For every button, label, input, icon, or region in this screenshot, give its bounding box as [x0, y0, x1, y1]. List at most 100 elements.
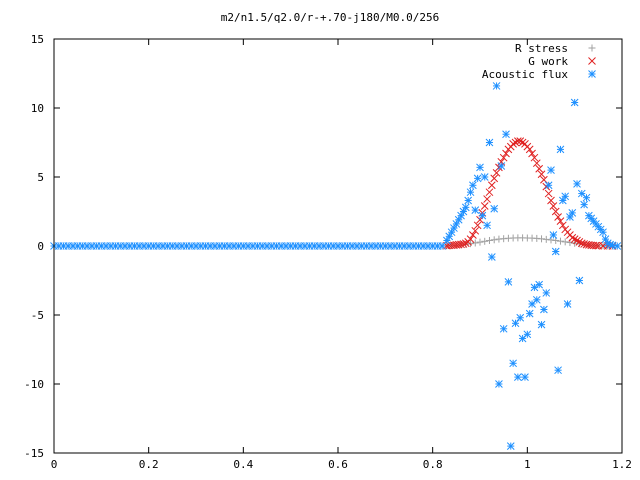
data-point	[464, 196, 473, 205]
data-point	[461, 203, 470, 212]
x-tick-label: 0.2	[139, 458, 159, 471]
data-point	[563, 300, 572, 308]
data-point	[469, 231, 477, 239]
data-point	[525, 145, 534, 154]
data-point	[480, 202, 489, 210]
data-point	[608, 241, 617, 250]
data-point	[551, 207, 560, 216]
data-point	[558, 221, 567, 230]
data-point	[511, 319, 520, 328]
data-point	[535, 280, 544, 289]
data-point	[582, 193, 591, 202]
data-point	[511, 138, 520, 147]
y-tick-label: 0	[37, 240, 44, 253]
data-point	[523, 330, 532, 339]
data-point	[599, 228, 607, 237]
data-point	[580, 200, 588, 209]
data-point	[487, 181, 496, 190]
data-point	[577, 239, 586, 248]
data-point	[499, 153, 508, 162]
data-point	[554, 213, 562, 221]
y-tick-label: 15	[31, 33, 44, 46]
legend-label: Acoustic flux	[482, 68, 568, 81]
data-point	[497, 162, 506, 170]
data-point	[473, 174, 482, 183]
data-point	[457, 240, 465, 249]
data-point	[556, 145, 565, 154]
data-point	[580, 240, 588, 248]
legend-marker	[588, 70, 596, 78]
data-point	[537, 320, 546, 329]
data-point	[516, 313, 525, 322]
data-point	[514, 373, 522, 381]
data-point	[466, 188, 475, 197]
data-point	[469, 181, 477, 190]
data-point	[552, 236, 560, 244]
data-point	[492, 169, 501, 177]
data-point	[485, 188, 494, 197]
data-point	[532, 295, 541, 304]
data-point	[538, 235, 546, 243]
data-point	[514, 137, 522, 145]
data-point	[592, 241, 600, 250]
data-point	[506, 442, 515, 450]
data-point	[476, 163, 484, 172]
data-point	[551, 247, 560, 256]
data-point	[481, 237, 489, 245]
data-point	[566, 213, 574, 221]
data-point	[547, 196, 555, 205]
y-tick-label: -15	[24, 447, 44, 460]
data-point	[544, 181, 553, 190]
x-tick-label: 0	[51, 458, 58, 471]
x-tick-label: 0.6	[328, 458, 348, 471]
data-point	[528, 149, 536, 158]
data-point	[537, 170, 546, 179]
data-point	[490, 174, 499, 183]
data-point	[544, 189, 553, 198]
data-point	[556, 217, 565, 226]
data-point	[478, 211, 487, 220]
data-point	[502, 149, 510, 158]
y-tick-label: 5	[37, 171, 44, 184]
data-point	[575, 238, 584, 246]
data-point	[530, 153, 539, 162]
data-point	[459, 240, 468, 248]
data-point	[573, 180, 581, 188]
legend-marker	[588, 44, 596, 52]
data-point	[573, 236, 581, 245]
data-point	[542, 289, 551, 297]
data-point	[556, 237, 564, 245]
data-point	[516, 137, 525, 145]
chart-title: m2/n1.5/q2.0/r-+.70-j180/M0.0/256	[221, 11, 440, 24]
data-point	[490, 236, 498, 244]
data-point	[504, 278, 513, 286]
data-point	[561, 238, 569, 246]
legend-marker	[588, 57, 596, 65]
data-point	[570, 98, 579, 107]
x-tick-label: 1	[524, 458, 531, 471]
data-point	[561, 192, 570, 201]
data-point	[492, 82, 501, 90]
data-point	[568, 209, 577, 217]
x-tick-label: 1.2	[612, 458, 632, 471]
data-point	[480, 173, 489, 181]
data-point	[549, 202, 558, 210]
x-tick-label: 0.8	[423, 458, 443, 471]
y-tick-label: -5	[31, 309, 44, 322]
plot-area	[50, 82, 622, 450]
data-point	[509, 140, 517, 148]
data-point	[483, 221, 491, 230]
plot-frame	[53, 38, 623, 454]
data-point	[535, 164, 544, 173]
y-tick-label: 10	[31, 102, 44, 115]
data-point	[490, 204, 499, 213]
data-point	[540, 305, 548, 314]
data-point	[495, 380, 503, 388]
data-point	[499, 324, 508, 333]
legend-label: R stress	[515, 42, 568, 55]
data-point	[575, 276, 584, 285]
data-point	[540, 175, 548, 184]
data-point	[483, 195, 491, 203]
